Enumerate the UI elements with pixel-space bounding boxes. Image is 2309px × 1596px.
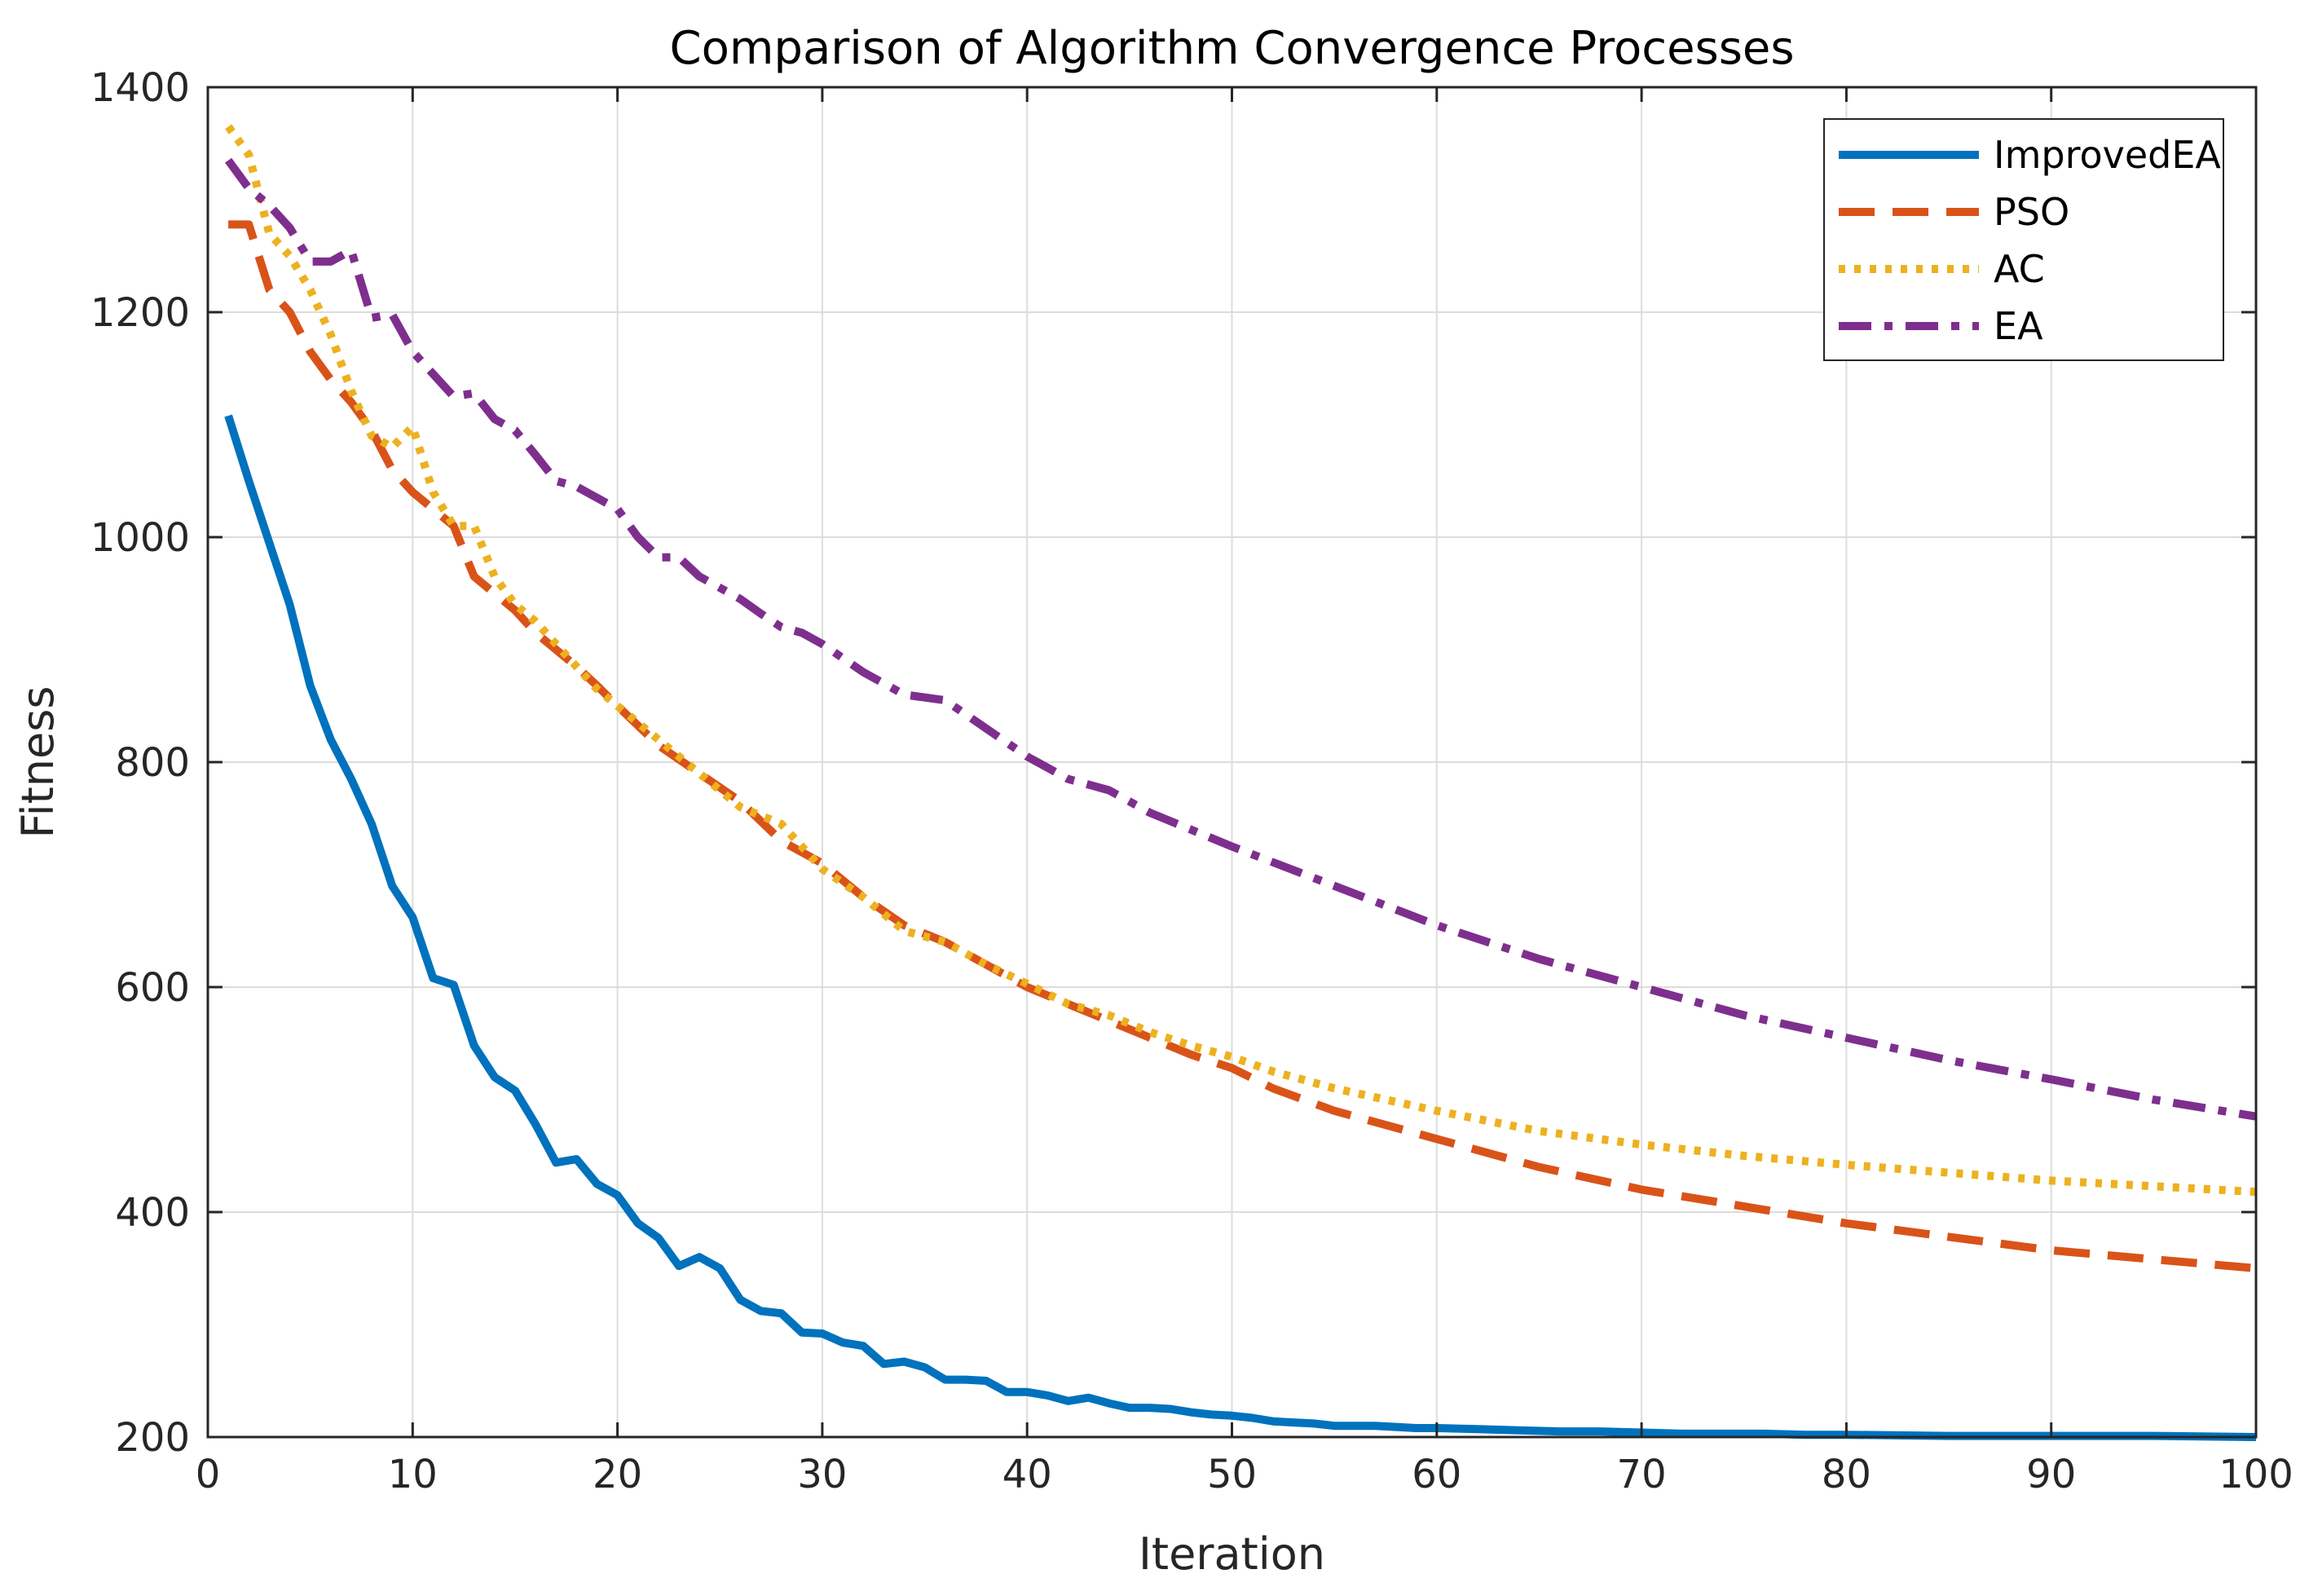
y-tick-label: 1400	[90, 65, 190, 111]
x-tick-label: 100	[2219, 1452, 2294, 1497]
series-lines	[224, 124, 2257, 1441]
x-tick-label: 90	[2026, 1452, 2076, 1497]
x-tick-label: 50	[1207, 1452, 1257, 1497]
series-line-pso	[228, 220, 2257, 1272]
x-tick-label: 60	[1412, 1452, 1461, 1497]
y-tick-label: 800	[115, 740, 190, 786]
x-tick-label: 10	[388, 1452, 438, 1497]
y-axis-label: Fitness	[12, 686, 64, 838]
x-axis-label: Iteration	[1139, 1528, 1325, 1580]
legend-label-improvedea: ImprovedEA	[1994, 133, 2221, 177]
series-line-improvedea	[224, 414, 2257, 1441]
series-line-ea	[225, 157, 2257, 1121]
y-tick-label: 600	[115, 965, 190, 1011]
legend: ImprovedEA PSO AC EA	[1823, 118, 2224, 361]
legend-label-pso: PSO	[1994, 190, 2069, 234]
legend-box	[1823, 118, 2224, 361]
y-tick-label: 1200	[90, 290, 190, 336]
y-tick-label: 1000	[90, 515, 190, 561]
legend-label-ea: EA	[1994, 304, 2043, 348]
y-tick-label: 200	[115, 1415, 190, 1461]
x-tick-label: 80	[1822, 1452, 1871, 1497]
axis-ticks: 0 10 20 30 40 50 60 70 80 90 100 200 400 600 800 1000 12…	[90, 65, 2294, 1497]
x-tick-label: 20	[593, 1452, 642, 1497]
x-tick-label: 40	[1002, 1452, 1052, 1497]
legend-label-ac: AC	[1994, 247, 2045, 291]
y-tick-label: 400	[115, 1190, 190, 1236]
chart-title: Comparison of Algorithm Convergence Proc…	[669, 22, 1794, 75]
x-tick-label: 70	[1617, 1452, 1667, 1497]
series-line-ac	[225, 124, 2257, 1197]
x-tick-label: 0	[196, 1452, 221, 1497]
x-tick-label: 30	[797, 1452, 847, 1497]
